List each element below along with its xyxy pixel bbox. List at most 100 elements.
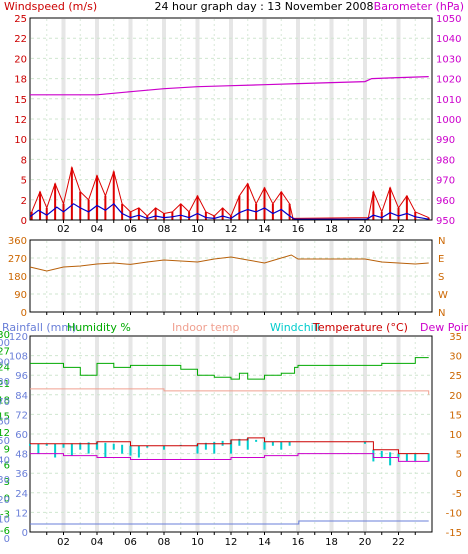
rain-axis-tick-label: 60 <box>15 430 28 441</box>
windspeed-label: Windspeed (m/s) <box>4 0 97 13</box>
rain-blue-tick-label: 50 <box>0 436 10 447</box>
direction-tick-label: 0 <box>21 308 27 319</box>
barometer-tick-label: 980 <box>436 155 455 166</box>
x-tick-label: 10 <box>191 224 204 235</box>
x-tick-label: 06 <box>124 537 137 548</box>
windspeed-tick-label: 0 <box>21 216 27 227</box>
temp-right-tick-label: 0 <box>456 469 462 480</box>
windspeed-avg-line <box>29 202 429 220</box>
rain-blue-tick-label: 30 <box>0 475 10 486</box>
x-tick-label: 14 <box>258 224 271 235</box>
rain-axis-tick-label: 84 <box>15 391 28 402</box>
humidity-line <box>30 357 429 380</box>
barometer-tick-label: 1010 <box>436 95 461 106</box>
rain-blue-tick-label: 60 <box>0 416 10 427</box>
direction-tick-label: 270 <box>8 254 27 265</box>
rain-axis-tick-label: 108 <box>9 352 28 363</box>
grid-band <box>195 241 200 311</box>
x-tick-label: 22 <box>392 537 405 548</box>
wind-panel-grid <box>31 19 431 219</box>
temp-right-tick-label: 10 <box>449 430 462 441</box>
windspeed-tick-label: 18 <box>14 75 27 86</box>
x-tick-label: 20 <box>359 537 372 548</box>
barometer-line <box>30 76 429 96</box>
temp-green-tick-label: -6 <box>0 526 10 537</box>
temp-right-tick-label: 5 <box>456 450 462 461</box>
rain-blue-tick-label: 100 <box>0 338 10 349</box>
rain-axis-tick-label: 48 <box>15 450 28 461</box>
wind-panel-axes: 0258101215182022259509609709809901000101… <box>14 14 461 227</box>
windspeed-tick-label: 25 <box>14 14 27 25</box>
legend-temperature: Temperature (°C) <box>312 321 408 334</box>
temp-green-tick-label: 30 <box>0 330 10 341</box>
grid-band <box>128 241 133 311</box>
barometer-tick-label: 1030 <box>436 54 461 65</box>
rain-blue-tick-label: 70 <box>0 397 10 408</box>
x-tick-label: 22 <box>392 224 405 235</box>
temp-green-tick-label: 18 <box>0 395 10 406</box>
grid-band <box>262 241 267 311</box>
barometer-tick-label: 1050 <box>436 14 461 25</box>
x-tick-label: 20 <box>359 224 372 235</box>
rain-blue-tick-label: 10 <box>0 514 10 525</box>
temp-green-tick-label: -3 <box>0 510 10 521</box>
x-tick-label: 14 <box>258 537 271 548</box>
temp-green-tick-label: 3 <box>4 477 10 488</box>
legend-humidity: Humidity % <box>67 321 131 334</box>
x-tick-label: 08 <box>158 224 171 235</box>
x-axis-ticks: 02 02 04 04 06 06 08 08 10 10 12 12 14 14 16 16 18 18 20 20… <box>46 220 416 548</box>
legend-rainfall: Rainfall (mm) <box>2 321 76 334</box>
rain-axis-tick-label: 72 <box>15 410 28 421</box>
grid-band <box>262 19 267 219</box>
barometer-label: Barometer (hPa) <box>374 0 464 13</box>
temp-right-tick-label: 35 <box>449 332 462 343</box>
temp-right-tick-label: 20 <box>449 391 462 402</box>
x-tick-label: 02 <box>57 537 70 548</box>
rain-blue-tick-label: 20 <box>0 495 10 506</box>
barometer-tick-label: 950 <box>436 216 455 227</box>
temp-green-tick-label: 24 <box>0 363 10 374</box>
temp-green-tick-label: 0 <box>4 493 10 504</box>
grid-band <box>363 337 367 531</box>
x-tick-label: 08 <box>158 537 171 548</box>
direction-tick-label: 90 <box>14 290 27 301</box>
dewpoint-line <box>30 453 429 462</box>
compass-tick-label: N <box>438 236 445 247</box>
x-tick-label: 12 <box>225 224 238 235</box>
rain-blue-tick-label: 0 <box>4 534 10 545</box>
x-tick-label: 02 <box>57 224 70 235</box>
x-tick-label: 18 <box>325 224 338 235</box>
x-tick-label: 04 <box>91 224 104 235</box>
windspeed-tick-label: 12 <box>14 115 27 126</box>
temp-right-tick-label: -5 <box>452 489 462 500</box>
grid-band <box>128 19 133 219</box>
windspeed-tick-label: 5 <box>21 176 27 187</box>
temp-right-tick-label: 25 <box>449 371 462 382</box>
barometer-tick-label: 990 <box>436 135 455 146</box>
indoor-temp-line <box>30 388 430 395</box>
direction-tick-label: 180 <box>8 272 27 283</box>
x-tick-label: 18 <box>325 537 338 548</box>
compass-tick-label: W <box>438 290 448 301</box>
temp-green-tick-label: 12 <box>0 428 10 439</box>
windspeed-tick-label: 2 <box>21 196 27 207</box>
grid-band <box>363 19 367 219</box>
rain-blue-tick-label: 40 <box>0 456 10 467</box>
rain-axis-tick-label: 12 <box>15 508 28 519</box>
x-tick-label: 04 <box>91 537 104 548</box>
temp-green-tick-label: 9 <box>4 444 10 455</box>
grid-band <box>262 337 267 531</box>
temp-green-tick-label: 21 <box>0 379 10 390</box>
barometer-tick-label: 970 <box>436 176 455 187</box>
gust-line <box>31 165 429 219</box>
rain-axis-tick-label: 24 <box>15 489 28 500</box>
x-tick-label: 12 <box>225 537 238 548</box>
grid-band <box>128 337 133 531</box>
temp-right-tick-label: 15 <box>449 410 462 421</box>
direction-panel-grid <box>31 241 431 311</box>
temperature-line <box>30 437 429 455</box>
rain-axis-tick-label: 96 <box>15 371 28 382</box>
barometer-tick-label: 1040 <box>436 34 461 45</box>
